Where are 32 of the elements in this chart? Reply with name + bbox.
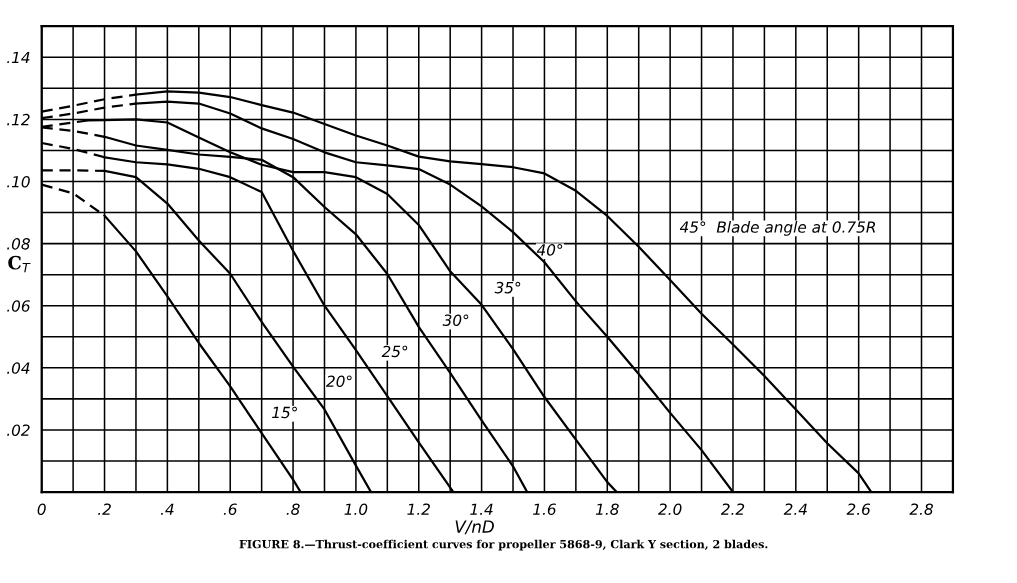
x-tick-label: 2.2 <box>720 503 745 515</box>
x-tick-label: 2.4 <box>783 503 807 515</box>
annotation: 45° Blade angle at 0.75R <box>679 221 876 236</box>
annotation: 30° <box>442 314 469 326</box>
x-tick-label: 2.6 <box>846 503 871 515</box>
x-axis-title: V/nD <box>455 520 494 535</box>
x-tick-label: 1.2 <box>407 503 430 515</box>
y-tick-label: .08 <box>7 238 30 250</box>
x-tick-label: 2.0 <box>658 503 682 515</box>
x-tick-label: .2 <box>98 503 111 515</box>
y-axis-title: C$_{T}$ <box>8 255 31 273</box>
annotation: 15° <box>272 406 297 419</box>
x-tick-label: 1.8 <box>595 503 619 515</box>
y-tick-label: .06 <box>7 300 30 312</box>
x-tick-label: 2.8 <box>909 503 933 515</box>
x-tick-label: 1.0 <box>344 503 368 515</box>
annotation: 20° <box>326 375 352 388</box>
x-tick-label: .6 <box>223 503 237 515</box>
annotation: 40° <box>536 244 563 256</box>
x-tick-label: 1.4 <box>470 503 493 515</box>
y-tick-label: .04 <box>7 362 30 374</box>
x-tick-label: 0 <box>37 503 46 515</box>
x-tick-label: .8 <box>286 503 300 515</box>
x-tick-label: .4 <box>160 503 174 515</box>
y-tick-label: .12 <box>7 113 30 126</box>
x-tick-label: 1.6 <box>533 503 556 515</box>
y-tick-label: .14 <box>7 51 30 64</box>
annotation: 35° <box>494 281 521 294</box>
y-tick-label: .02 <box>7 424 30 436</box>
y-tick-label: .10 <box>7 175 30 188</box>
caption: FIGURE 8.—Thrust-coefficient curves for propeller 5868-9, Clark Y section, 2 blades. <box>239 539 768 551</box>
annotation: 25° <box>381 345 408 358</box>
